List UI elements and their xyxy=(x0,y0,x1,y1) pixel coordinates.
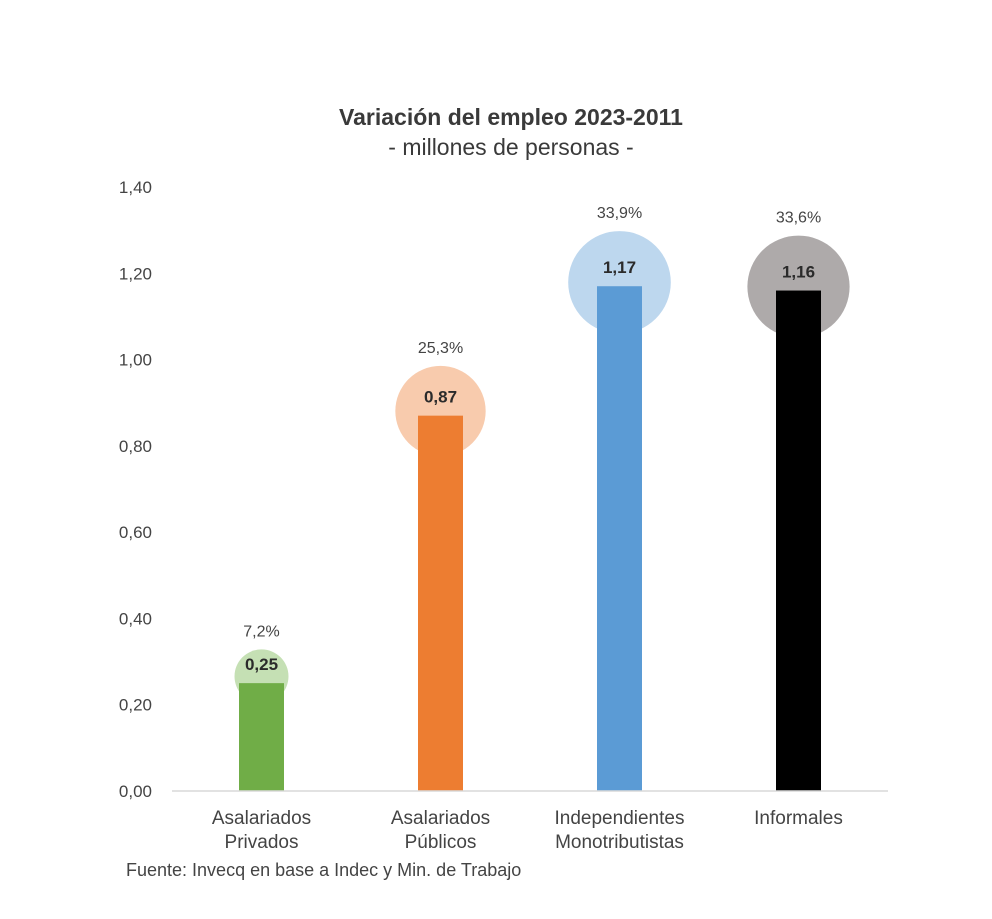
y-tick-label: 1,00 xyxy=(119,351,152,370)
x-category-label: Asalariados xyxy=(391,808,490,829)
y-tick-label: 0,80 xyxy=(119,437,152,456)
y-tick-label: 0,00 xyxy=(119,782,152,801)
value-label: 0,87 xyxy=(424,388,457,407)
y-axis: 0,00 0,20 0,40 0,60 0,80 1,00 1,20 1,40 xyxy=(119,178,152,801)
source-note: Fuente: Invecq en base a Indec y Min. de… xyxy=(126,860,522,880)
data-labels: 0,25 7,2% 0,87 25,3% 1,17 33,9% 1,16 33,6% xyxy=(243,205,821,674)
y-tick-label: 0,60 xyxy=(119,523,152,542)
percent-label: 33,9% xyxy=(597,205,642,222)
value-label: 1,17 xyxy=(603,258,636,277)
chart-subtitle: - millones de personas - xyxy=(388,134,633,160)
bars xyxy=(239,286,821,791)
bar xyxy=(597,286,642,791)
bar xyxy=(776,290,821,791)
share-bubble xyxy=(395,365,486,457)
value-label: 0,25 xyxy=(245,655,278,674)
chart-title: Variación del empleo 2023-2011 xyxy=(339,104,683,130)
percent-label: 33,6% xyxy=(776,210,821,227)
percent-label: 25,3% xyxy=(418,340,463,357)
bar xyxy=(239,683,284,791)
y-tick-label: 1,40 xyxy=(119,178,152,197)
x-category-label: Asalariados xyxy=(212,808,311,829)
y-tick-label: 1,20 xyxy=(119,264,152,283)
x-category-label: Privados xyxy=(225,832,299,853)
y-tick-label: 0,20 xyxy=(119,696,152,715)
x-category-label: Públicos xyxy=(405,832,477,853)
share-bubble xyxy=(568,231,671,334)
x-category-label: Monotributistas xyxy=(555,832,684,853)
share-bubble xyxy=(747,235,850,338)
percent-label: 7,2% xyxy=(243,623,279,640)
x-category-label: Informales xyxy=(754,808,843,829)
value-label: 1,16 xyxy=(782,263,815,282)
y-tick-label: 0,40 xyxy=(119,609,152,628)
bubbles xyxy=(234,231,850,704)
bar xyxy=(418,415,463,791)
x-axis: Asalariados Privados Asalariados Públicos In… xyxy=(212,808,843,853)
x-category-label: Independientes xyxy=(555,808,685,829)
